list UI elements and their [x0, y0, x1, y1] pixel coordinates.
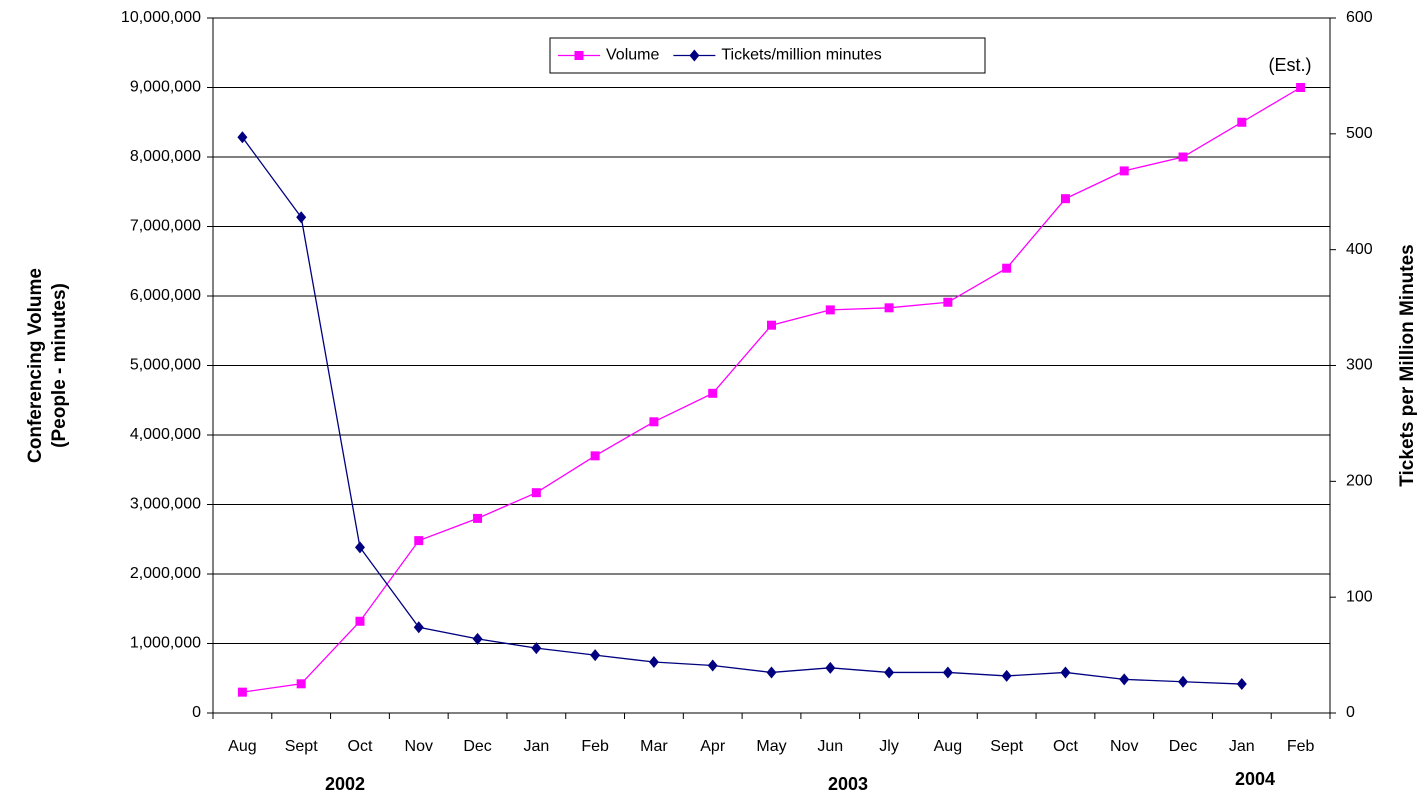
marker [825, 661, 836, 674]
x-tick-label: Jly [879, 738, 899, 755]
marker [574, 51, 584, 60]
marker [1001, 669, 1012, 682]
marker [1002, 263, 1012, 273]
x-tick-label: Nov [405, 738, 433, 755]
marker [237, 687, 247, 697]
marker [707, 659, 718, 672]
marker [943, 297, 953, 307]
marker [689, 49, 700, 62]
y2-axis-label: Tickets per Million Minutes [1397, 244, 1418, 486]
marker [354, 541, 365, 554]
marker [355, 616, 365, 626]
marker [296, 211, 307, 224]
marker [414, 536, 424, 546]
y2-tick-label: 0 [1346, 704, 1355, 721]
marker [649, 417, 659, 427]
marker [1119, 673, 1130, 686]
x-tick-label: Mar [640, 738, 668, 755]
marker [708, 388, 718, 398]
series-line [242, 86, 1301, 693]
x-tick-label: Jun [817, 738, 843, 755]
marker [1237, 117, 1247, 127]
y2-tick-label: 100 [1346, 588, 1373, 605]
y-axis-label: Conferencing Volume (People - minutes) [25, 268, 70, 463]
x-tick-label: Jan [523, 738, 549, 755]
marker [884, 303, 894, 313]
x-tick-label: Nov [1110, 738, 1138, 755]
marker [237, 131, 248, 144]
marker [413, 621, 424, 634]
x-tick-label: Feb [581, 738, 609, 755]
y-axis-label-line: (People - minutes) [49, 283, 70, 448]
marker [1119, 166, 1129, 176]
marker [767, 320, 776, 330]
marker [473, 513, 483, 523]
marker [590, 649, 601, 662]
y-tick-label: 9,000,000 [130, 79, 201, 96]
marker [296, 679, 306, 689]
x-tick-label: Oct [1053, 738, 1078, 755]
y-tick-label: 8,000,000 [130, 148, 201, 165]
marker [1296, 83, 1306, 92]
y2-tick-label: 500 [1346, 125, 1373, 142]
y-tick-label: 4,000,000 [130, 426, 201, 443]
y2-tick-label: 300 [1346, 357, 1373, 374]
marker [531, 642, 542, 655]
x-tick-label: Dec [463, 738, 491, 755]
x-tick-label: Aug [934, 738, 962, 755]
y-axis-label-line: Conferencing Volume [25, 268, 46, 463]
y-tick-label: 0 [192, 704, 201, 721]
y-tick-label: 7,000,000 [130, 218, 201, 235]
marker [1178, 152, 1188, 162]
marker [648, 656, 659, 669]
legend-label: Volume [606, 47, 659, 64]
legend-box [549, 37, 986, 74]
y-tick-label: 10,000,000 [121, 9, 201, 26]
series-line [241, 136, 1242, 685]
x-tick-label: Dec [1169, 738, 1197, 755]
marker [942, 666, 953, 679]
legend-label: Tickets/million minutes [721, 47, 881, 64]
y2-tick-label: 200 [1346, 473, 1373, 490]
marker [472, 632, 483, 645]
marker [590, 451, 600, 461]
y2-tick-label: 400 [1346, 241, 1373, 258]
annotation: (Est.) [1269, 55, 1312, 75]
y-tick-label: 5,000,000 [130, 357, 201, 374]
marker [825, 305, 835, 315]
x-tick-label: Sept [990, 738, 1023, 755]
year-label: 2003 [828, 774, 868, 794]
year-label: 2002 [325, 774, 365, 794]
marker [1236, 678, 1247, 691]
year-label: 2004 [1235, 769, 1275, 789]
y-tick-label: 3,000,000 [130, 496, 201, 513]
y-tick-label: 6,000,000 [130, 287, 201, 304]
x-tick-label: Oct [348, 738, 373, 755]
x-tick-label: May [756, 738, 786, 755]
marker [766, 666, 777, 679]
marker [1060, 666, 1071, 679]
x-tick-label: Sept [285, 738, 318, 755]
marker [1178, 675, 1189, 688]
x-tick-label: Feb [1287, 738, 1315, 755]
x-tick-label: Apr [700, 738, 726, 755]
marker [531, 488, 541, 498]
x-tick-label: Aug [228, 738, 256, 755]
marker [884, 666, 895, 679]
x-tick-label: Jan [1229, 738, 1255, 755]
y-tick-label: 2,000,000 [130, 565, 201, 582]
marker [1060, 194, 1070, 204]
y2-tick-label: 600 [1346, 9, 1373, 26]
y-tick-label: 1,000,000 [130, 635, 201, 652]
